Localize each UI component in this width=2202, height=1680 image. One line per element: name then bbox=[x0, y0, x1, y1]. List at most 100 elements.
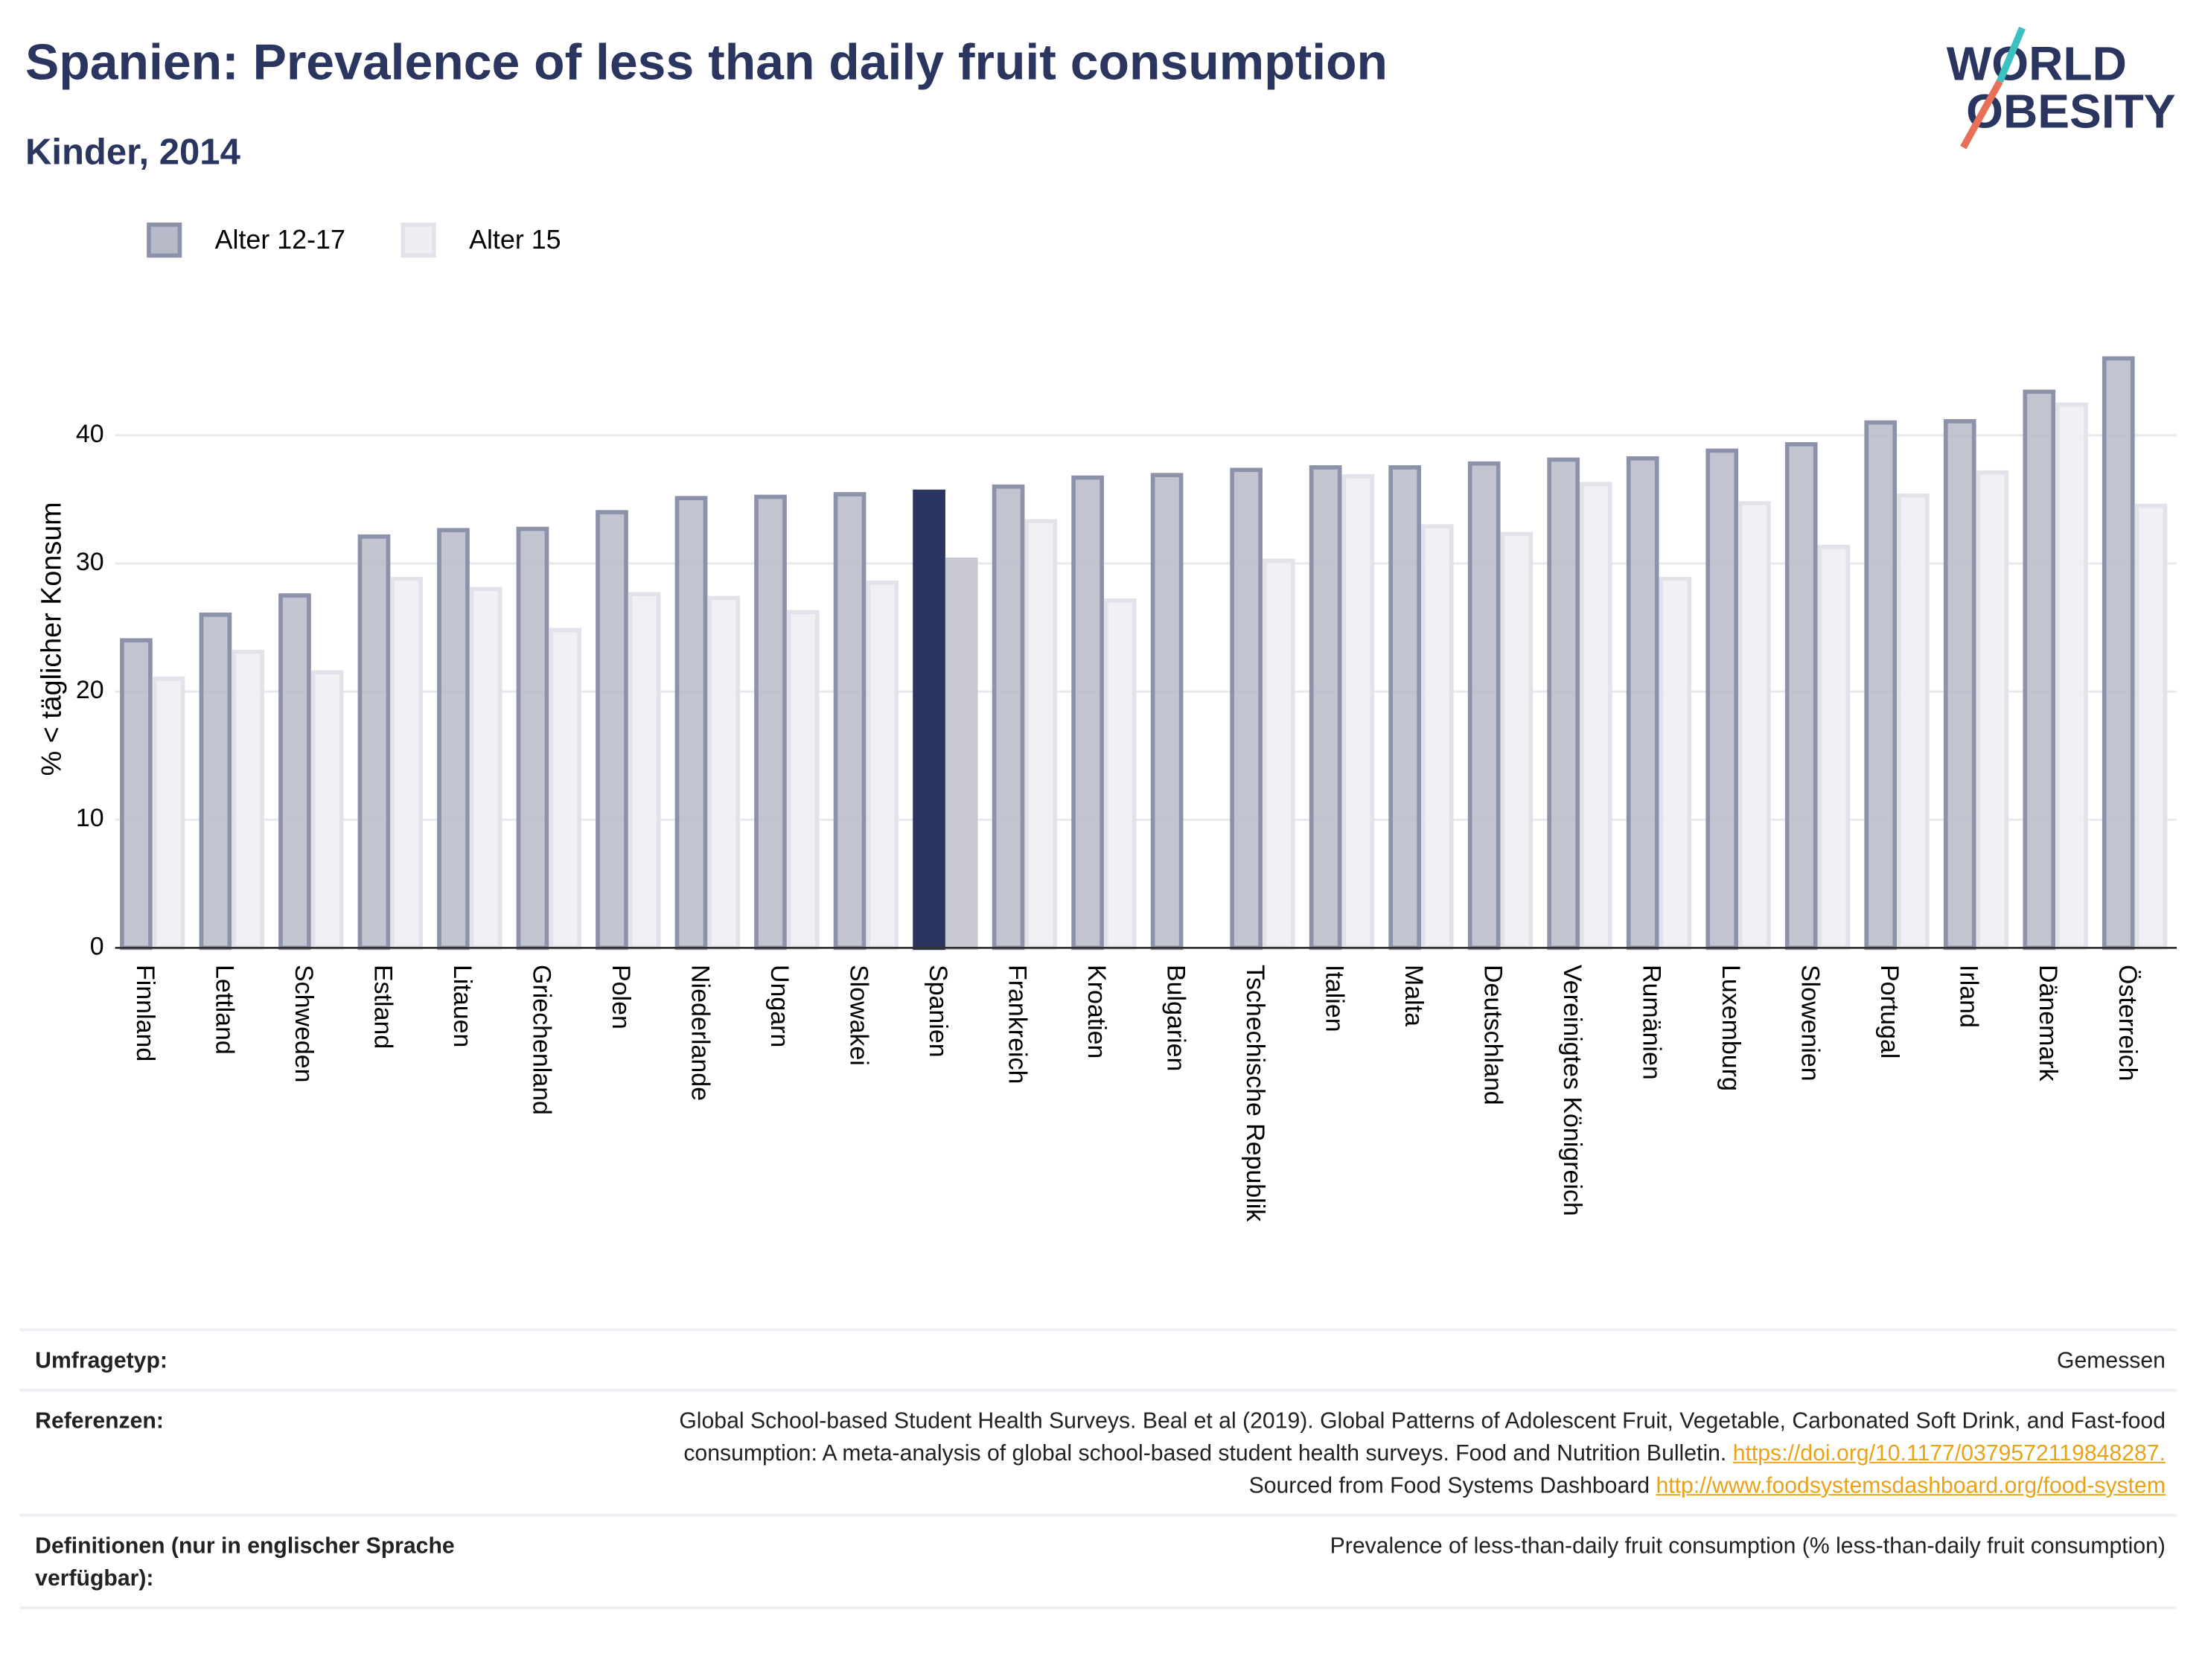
bar bbox=[1309, 465, 1342, 951]
x-tick-label: Litauen bbox=[448, 965, 476, 1047]
x-tick-label: Slowenien bbox=[1796, 965, 1825, 1082]
bar bbox=[945, 557, 978, 951]
bar bbox=[1626, 456, 1659, 951]
bar bbox=[278, 593, 311, 951]
bar bbox=[992, 484, 1025, 951]
chart-title: Spanien: Prevalence of less than daily f… bbox=[25, 35, 1388, 91]
x-tick-label: Irland bbox=[1955, 965, 1983, 1028]
bar bbox=[1230, 467, 1263, 951]
bar bbox=[310, 670, 344, 951]
x-tick-label: Estland bbox=[368, 965, 397, 1049]
logo-text: OBESITY bbox=[1966, 85, 2176, 138]
bar bbox=[1659, 576, 1692, 951]
bar bbox=[199, 612, 232, 951]
bar bbox=[1500, 531, 1534, 951]
x-tick-label: Vereinigtes Königreich bbox=[1558, 965, 1586, 1216]
y-tick-label: 10 bbox=[76, 804, 104, 832]
bar bbox=[1738, 501, 1771, 951]
info-text: Gemessen bbox=[2057, 1349, 2166, 1373]
bar bbox=[1547, 457, 1580, 951]
x-tick-label: Polen bbox=[607, 965, 635, 1029]
bar bbox=[1864, 420, 1898, 951]
x-tick-label: Luxemburg bbox=[1717, 965, 1745, 1091]
info-label: Definitionen (nur in englischer Sprache … bbox=[35, 1534, 455, 1591]
bar bbox=[1024, 519, 1058, 951]
info-table: Umfragetyp: Gemessen Referenzen: Global Sch… bbox=[19, 1328, 2177, 1609]
bar bbox=[357, 534, 391, 951]
bar bbox=[674, 496, 708, 951]
bar bbox=[2134, 503, 2168, 951]
info-row: Referenzen: Global School-based Student H… bbox=[19, 1388, 2177, 1514]
x-tick-label: Bulgarien bbox=[1162, 965, 1190, 1071]
bar bbox=[1467, 461, 1501, 951]
bar bbox=[2055, 402, 2088, 951]
bar bbox=[120, 638, 153, 951]
bar bbox=[754, 494, 787, 951]
bar bbox=[1420, 524, 1454, 951]
bar bbox=[152, 677, 185, 951]
y-tick-label: 30 bbox=[76, 548, 104, 576]
x-tick-label: Dänemark bbox=[2034, 965, 2062, 1082]
x-tick-label: Tschechische Republik bbox=[1241, 965, 1269, 1222]
info-label: Referenzen: bbox=[35, 1410, 164, 1434]
x-tick-label: Lettland bbox=[210, 965, 238, 1055]
info-row: Definitionen (nur in englischer Sprache … bbox=[19, 1513, 2177, 1609]
x-tick-label: Slowakei bbox=[845, 965, 873, 1066]
bar bbox=[390, 576, 423, 951]
bar bbox=[469, 587, 502, 951]
info-value: Global School-based Student Health Surve… bbox=[607, 1405, 2166, 1502]
bar bbox=[866, 580, 899, 951]
x-tick-label: Spanien bbox=[924, 965, 952, 1058]
info-label: Umfragetyp: bbox=[35, 1349, 167, 1373]
bar bbox=[1341, 474, 1375, 951]
bar bbox=[437, 528, 470, 951]
bar bbox=[707, 595, 741, 951]
x-tick-label: Niederlande bbox=[686, 965, 714, 1101]
x-tick-label: Ungarn bbox=[765, 965, 794, 1047]
y-tick-label: 0 bbox=[90, 932, 104, 960]
info-text: Prevalence of less-than-daily fruit cons… bbox=[1330, 1534, 2166, 1559]
bar bbox=[1784, 442, 1818, 951]
logo-slash bbox=[1997, 26, 2026, 83]
bar bbox=[1817, 544, 1851, 951]
info-text: Sourced from Food Systems Dashboard bbox=[1248, 1474, 1656, 1498]
bar bbox=[833, 492, 867, 951]
legend-label: Alter 12-17 bbox=[215, 225, 345, 255]
x-tick-label: Finnland bbox=[131, 965, 159, 1061]
chart: Spanien: Prevalence of less than daily f… bbox=[25, 26, 2177, 1222]
y-tick-label: 20 bbox=[76, 676, 104, 704]
bar bbox=[1580, 482, 1612, 951]
logo-slash bbox=[1960, 80, 2003, 150]
bar bbox=[1897, 493, 1930, 951]
bar bbox=[1071, 475, 1104, 951]
x-tick-label: Griechenland bbox=[527, 965, 555, 1115]
reference-link[interactable]: https://doi.org/10.1177/0379572119848287… bbox=[1732, 1442, 2166, 1466]
legend-swatch bbox=[147, 223, 182, 258]
logo-text: WORLD bbox=[1947, 36, 2127, 90]
x-tick-label: Schweden bbox=[290, 965, 318, 1083]
legend-label: Alter 15 bbox=[469, 225, 561, 255]
reference-link[interactable]: http://www.foodsystemsdashboard.org/food… bbox=[1656, 1474, 2166, 1498]
bar bbox=[1388, 465, 1421, 951]
bar bbox=[1262, 558, 1295, 951]
bar bbox=[232, 649, 264, 951]
bar bbox=[913, 489, 945, 951]
x-tick-label: Rumänien bbox=[1638, 965, 1666, 1080]
bar bbox=[2102, 356, 2135, 951]
bar bbox=[596, 510, 628, 951]
y-tick-label: 40 bbox=[76, 420, 104, 448]
x-tick-label: Frankreich bbox=[1003, 965, 1032, 1084]
bar bbox=[786, 610, 820, 951]
info-text: Global School-based Student Health Surve… bbox=[679, 1410, 2166, 1466]
info-value: Gemessen bbox=[2057, 1345, 2166, 1377]
chart-subtitle: Kinder, 2014 bbox=[25, 132, 240, 172]
bar bbox=[1976, 470, 2009, 951]
bar bbox=[1943, 419, 1976, 951]
bar bbox=[1150, 473, 1184, 951]
bar bbox=[2023, 389, 2056, 951]
legend-swatch bbox=[400, 223, 436, 258]
bar bbox=[628, 592, 661, 951]
bar bbox=[516, 526, 549, 951]
